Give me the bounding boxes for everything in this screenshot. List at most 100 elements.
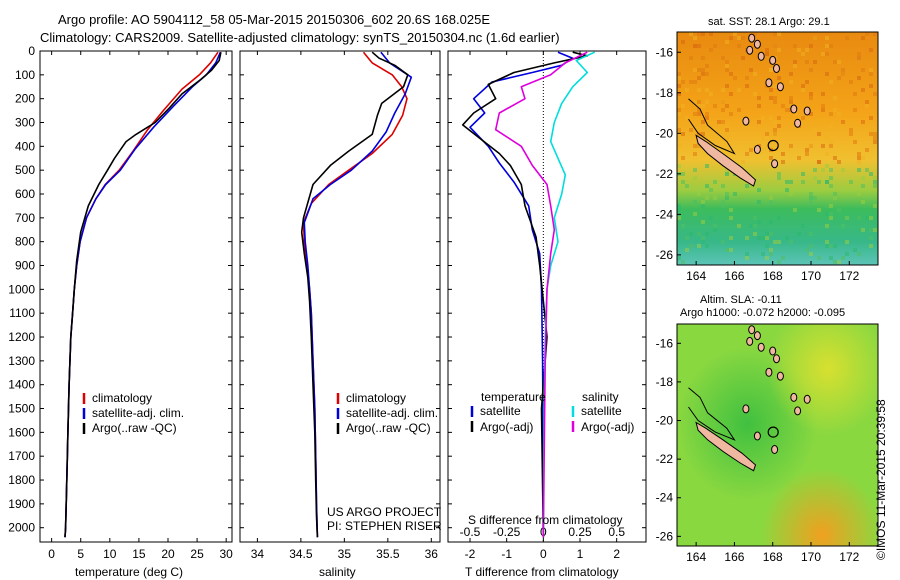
sst-pixel (693, 152, 697, 156)
x-tick-label: 0 (48, 547, 55, 561)
sst-pixel (729, 216, 733, 220)
sst-pixel (705, 100, 709, 104)
map-x-tick-label: 172 (839, 550, 859, 564)
sst-pixel (677, 128, 681, 132)
sst-pixel (861, 184, 865, 188)
sst-pixel (701, 132, 705, 136)
sst-pixel (817, 132, 821, 136)
sst-pixel (793, 208, 797, 212)
sst-pixel (829, 144, 833, 148)
sst-pixel (857, 252, 861, 256)
sst-pixel (701, 200, 705, 204)
sst-pixel (685, 184, 689, 188)
sst-pixel (685, 88, 689, 92)
sst-pixel (769, 116, 773, 120)
sst-pixel (701, 72, 705, 76)
sst-pixel (837, 112, 841, 116)
y-tick-label: 400 (15, 139, 35, 153)
title-line-2: Climatology: CARS2009. Satellite-adjuste… (40, 30, 560, 45)
sst-pixel (873, 184, 877, 188)
x-tick-label: 15 (132, 547, 146, 561)
sst-pixel (817, 256, 821, 260)
argo-float-marker (767, 139, 779, 152)
sst-pixel (865, 32, 869, 36)
legend-label-t-argo: Argo(-adj) (480, 420, 533, 434)
sst-pixel (677, 256, 681, 260)
sst-pixel (789, 72, 793, 76)
sst-pixel (789, 80, 793, 84)
sst-pixel (853, 108, 857, 112)
difference-legend: temperature salinity satellite Argo(-adj… (468, 390, 634, 527)
sst-pixel (857, 76, 861, 80)
sst-pixel (733, 192, 737, 196)
sst-pixel (861, 68, 865, 72)
sst-pixel (785, 180, 789, 184)
legend-label-argo: Argo(..raw -QC) (92, 421, 177, 435)
sst-pixel (693, 168, 697, 172)
sst-pixel (809, 232, 813, 236)
sst-pixel (809, 196, 813, 200)
sst-pixel (777, 124, 781, 128)
salinity-panel: 34 34.5 35 35.5 36 (240, 50, 440, 561)
legend-heading-temperature: temperature (481, 390, 546, 404)
temperature-legend: climatology satellite-adj. clim. Argo(..… (82, 391, 184, 435)
series-climatology (302, 51, 408, 538)
sst-pixel (873, 180, 877, 184)
x-tick-label: 20 (161, 547, 175, 561)
sst-texture (677, 32, 877, 264)
sst-pixel (873, 32, 877, 36)
sst-pixel (857, 168, 861, 172)
sst-pixel (793, 64, 797, 68)
sst-pixel (677, 164, 681, 168)
sst-pixel (833, 192, 837, 196)
sst-pixel (825, 36, 829, 40)
sst-pixel (689, 56, 693, 60)
sla-map-axes: 164 166 168 170 172 -16 -18 -20 -22 -24 -26 (656, 336, 860, 564)
island (748, 325, 756, 335)
sst-pixel (697, 88, 701, 92)
sst-pixel (861, 36, 865, 40)
sst-pixel (841, 256, 845, 260)
sst-pixel (705, 232, 709, 236)
sst-pixel (865, 104, 869, 108)
sst-pixel (697, 244, 701, 248)
sst-pixel (873, 132, 877, 136)
sst-pixel (869, 48, 873, 52)
sst-pixel (825, 52, 829, 56)
sst-pixel (753, 72, 757, 76)
sst-pixel (817, 160, 821, 164)
sst-pixel (773, 84, 777, 88)
series-temperature-argo-adj- (461, 51, 589, 538)
sla-map-frame (676, 323, 879, 547)
x-tick-label: 10 (103, 547, 117, 561)
sst-pixel (805, 60, 809, 64)
sst-pixel (753, 32, 757, 36)
sst-pixel (777, 216, 781, 220)
sst-pixel (829, 176, 833, 180)
sst-map-title: sat. SST: 28.1 Argo: 29.1 (708, 16, 830, 28)
sst-pixel (845, 240, 849, 244)
sst-pixel (769, 220, 773, 224)
island (776, 371, 784, 381)
sst-pixel (693, 36, 697, 40)
sst-pixel (797, 156, 801, 160)
sst-pixel (849, 80, 853, 84)
sst-pixel (857, 216, 861, 220)
sla-coastlines (688, 325, 811, 472)
sst-pixel (769, 232, 773, 236)
sst-pixel (689, 244, 693, 248)
sst-pixel (841, 72, 845, 76)
sst-pixel (745, 152, 749, 156)
sst-pixel (781, 160, 785, 164)
sst-pixel (729, 112, 733, 116)
sst-pixel (677, 144, 681, 148)
x-tick-label: 2 (613, 547, 620, 561)
sst-pixel (873, 136, 877, 140)
sst-pixel (761, 136, 765, 140)
sst-pixel (833, 108, 837, 112)
x-tick-label: 30 (220, 547, 234, 561)
sst-pixel (793, 112, 797, 116)
sst-pixel (741, 56, 745, 60)
sst-pixel (833, 244, 837, 248)
